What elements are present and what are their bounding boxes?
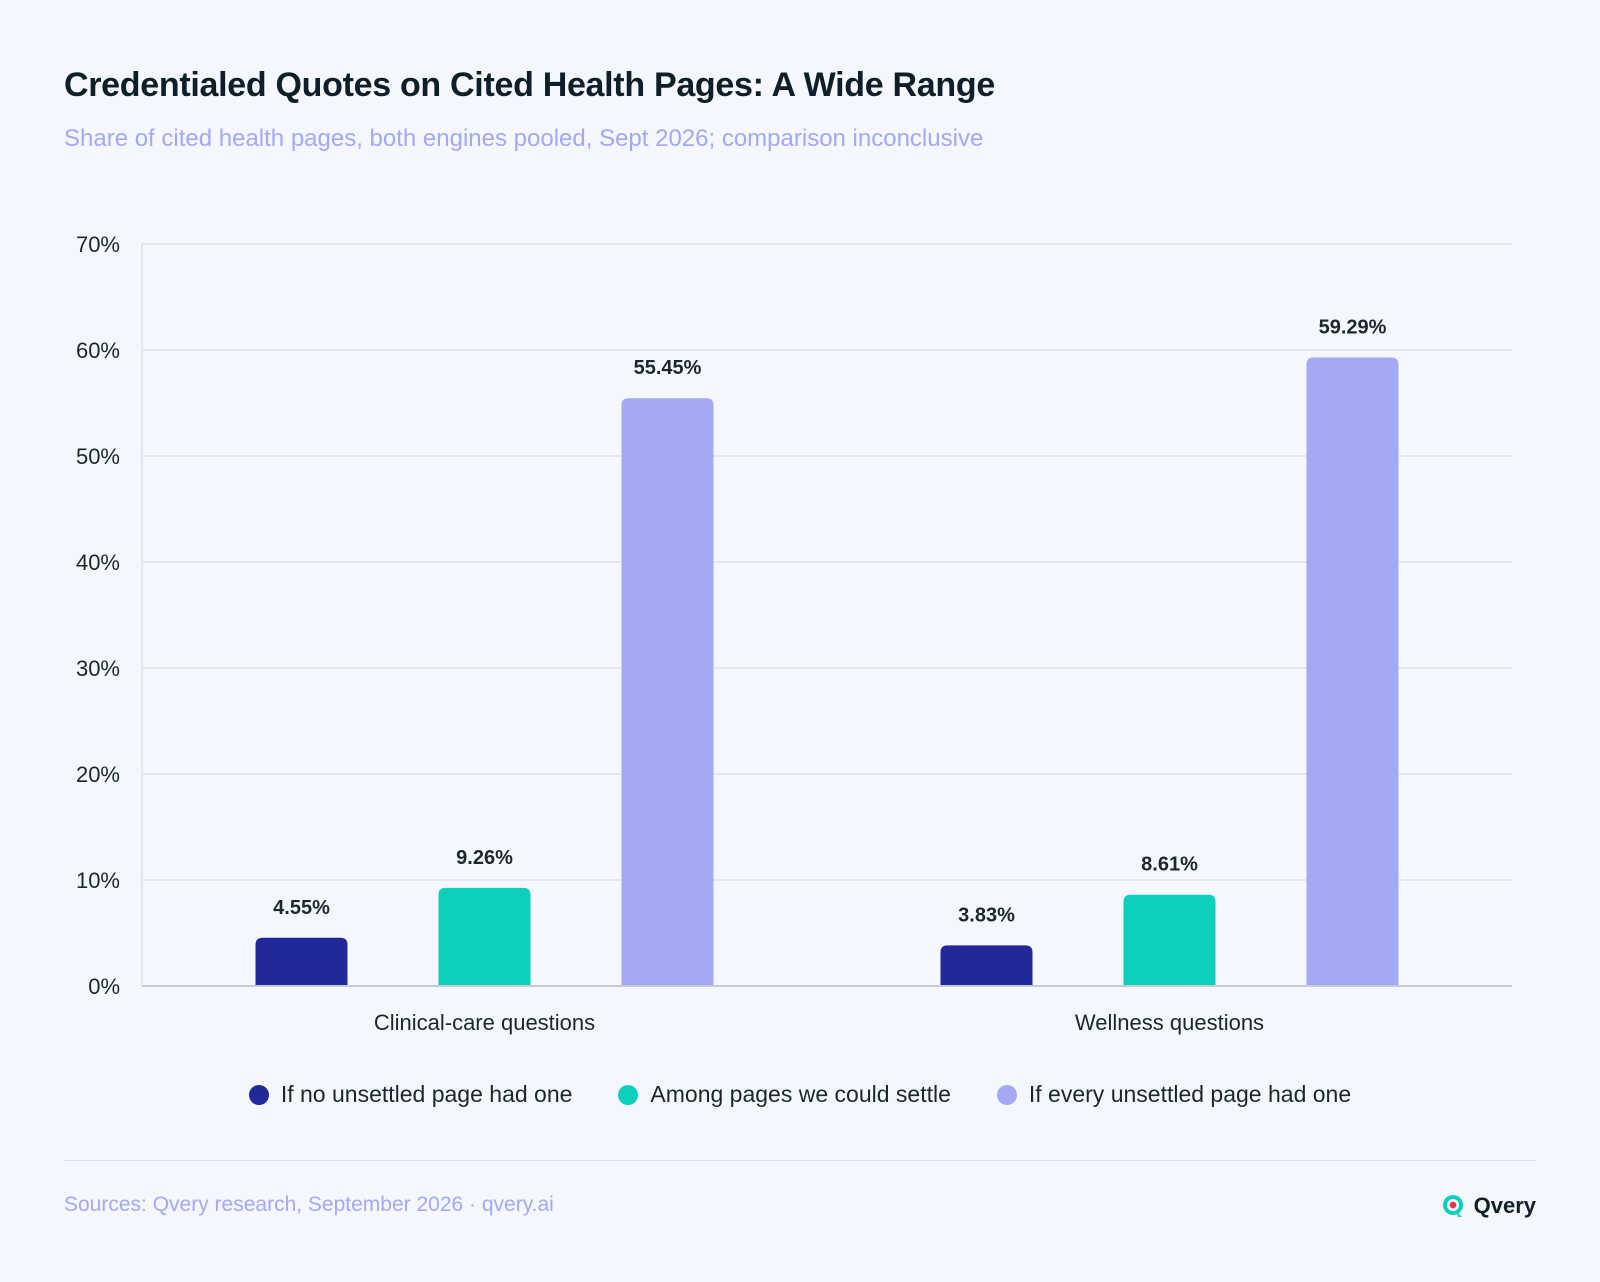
legend-item: If no unsettled page had one	[248, 1081, 573, 1108]
bar	[621, 398, 714, 987]
legend-swatch	[618, 1084, 639, 1105]
y-tick-label: 70%	[76, 232, 120, 257]
bar-value-label: 59.29%	[1319, 317, 1387, 339]
brand: Qvery	[1440, 1193, 1536, 1219]
y-axis: 0% 10% 20% 30% 40% 50% 60% 70%	[76, 232, 143, 999]
legend-item: Among pages we could settle	[618, 1081, 951, 1108]
y-tick-label: 60%	[76, 338, 120, 363]
brand-name: Qvery	[1473, 1193, 1536, 1218]
bar	[940, 945, 1033, 986]
legend-swatch	[996, 1084, 1017, 1105]
y-tick-label: 50%	[76, 444, 120, 469]
bar-value-label: 9.26%	[456, 847, 513, 869]
x-category-label: Wellness questions	[1075, 1010, 1264, 1035]
bar	[438, 887, 531, 986]
y-tick-label: 0%	[88, 974, 120, 999]
bar-value-label: 8.61%	[1141, 854, 1198, 876]
x-category-label: Clinical-care questions	[374, 1010, 595, 1035]
chart-subtitle: Share of cited health pages, both engine…	[64, 125, 984, 152]
bar-value-label: 55.45%	[634, 357, 702, 379]
y-tick-label: 20%	[76, 762, 120, 787]
bar-chart: 0% 10% 20% 30% 40% 50% 60% 70% 4.55% 9.26% 55.45%…	[76, 232, 1512, 1035]
y-tick-label: 10%	[76, 868, 120, 893]
legend-item: If every unsettled page had one	[996, 1081, 1352, 1108]
bar	[1306, 357, 1399, 986]
footer-divider	[64, 1160, 1536, 1161]
y-tick-label: 30%	[76, 656, 120, 681]
qvery-logo-icon	[1442, 1195, 1463, 1217]
gridlines	[142, 243, 1512, 881]
source-note: Sources: Qvery research, September 2026 …	[64, 1193, 554, 1216]
legend-label: Among pages we could settle	[650, 1081, 951, 1107]
bar-value-label: 4.55%	[273, 897, 330, 919]
x-axis: Clinical-care questions Wellness question…	[142, 985, 1512, 1035]
chart-title: Credentialed Quotes on Cited Health Page…	[64, 66, 995, 104]
bar-value-label: 3.83%	[958, 904, 1015, 926]
legend-label: If every unsettled page had one	[1028, 1081, 1352, 1107]
bar	[255, 937, 348, 986]
legend: If no unsettled page had one Among pages …	[0, 1081, 1600, 1108]
y-tick-label: 40%	[76, 550, 120, 575]
bar	[1123, 894, 1216, 986]
legend-swatch	[248, 1084, 269, 1105]
legend-label: If no unsettled page had one	[280, 1081, 573, 1107]
bars: 4.55% 9.26% 55.45% 3.83% 8.61% 59.29%	[255, 317, 1399, 987]
